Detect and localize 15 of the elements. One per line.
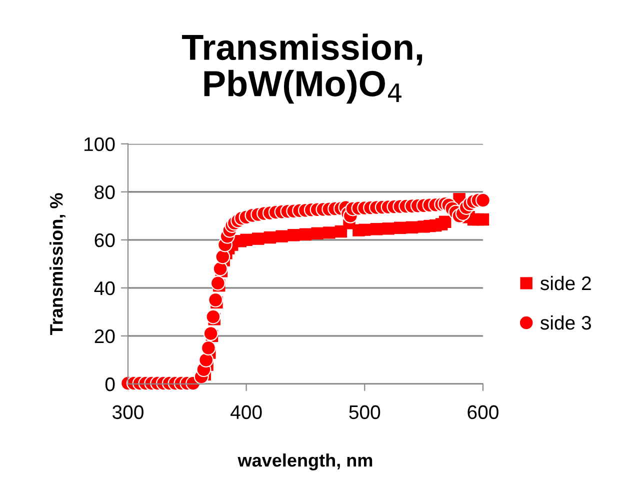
x-tick-label: 500 (349, 405, 380, 420)
x-tick-label: 600 (468, 405, 498, 420)
x-tick-label: 300 (112, 405, 144, 420)
y-tick-label: 20 (94, 329, 115, 344)
y-tick-label: 60 (94, 233, 115, 248)
x-tick-label: 400 (230, 405, 262, 420)
y-axis-title: Transmission, % (50, 193, 66, 335)
x-axis-title: wavelength, nm (238, 453, 372, 470)
y-tick-label: 80 (94, 185, 115, 200)
y-tick-label: 100 (84, 137, 115, 152)
y-tick-label: 0 (105, 377, 115, 392)
y-tick-label: 40 (94, 281, 115, 296)
legend-label: side 3 (540, 315, 591, 330)
legend-label: side 2 (540, 276, 591, 290)
chart-title: Transmission, PbW(Mo)O$_{4}$ (182, 34, 422, 104)
